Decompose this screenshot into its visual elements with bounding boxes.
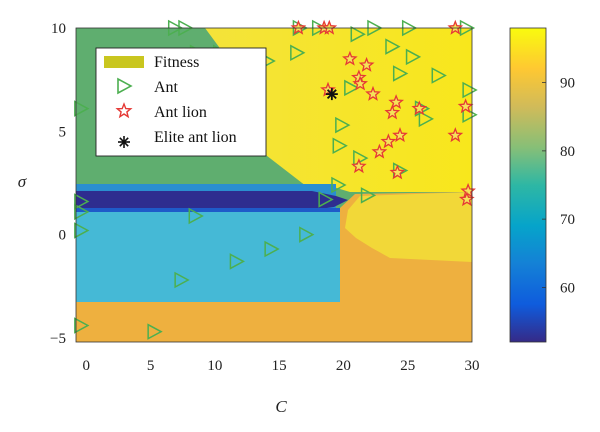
ant-lion-marker: [342, 50, 358, 66]
fitness-region-yellow-lower: [345, 192, 472, 262]
legend-elite-label: Elite ant lion: [154, 129, 237, 146]
ant-marker: [229, 253, 246, 270]
elite-ant-lion-marker: [325, 88, 338, 101]
legend-fitness-swatch: [104, 56, 144, 68]
ant-marker: [74, 317, 90, 334]
ant-marker: [188, 207, 204, 225]
x-tick-labels: 0 5 10 15 20 25 30: [83, 358, 480, 374]
ant-marker: [418, 110, 435, 128]
x-tick-label: 20: [336, 358, 351, 374]
fitness-region-yellow: [205, 28, 472, 192]
y-axis-label: σ: [18, 172, 27, 191]
ant-lion-marker: [380, 133, 397, 149]
ant-lion-marker: [411, 100, 428, 116]
y-tick-labels: 10 5 0 −5: [50, 21, 66, 347]
ant-marker: [392, 65, 409, 82]
ant-marker: [353, 149, 369, 167]
ant-marker: [174, 271, 190, 289]
y-tick-label: 5: [59, 124, 67, 140]
ant-lion-marker: [447, 127, 464, 143]
y-tick-label: 0: [59, 228, 67, 244]
ant-lion-marker: [371, 143, 388, 159]
ant-marker: [350, 25, 366, 43]
colorbar-gradient: [509, 27, 547, 343]
ant-marker: [290, 44, 306, 62]
ant-marker: [299, 226, 315, 243]
ant-lion-marker: [290, 19, 307, 35]
ant-lion-marker: [351, 158, 367, 174]
ant-lion-marker: [352, 75, 369, 91]
x-tick-label: 25: [400, 358, 415, 374]
ant-lion-marker: [457, 98, 474, 114]
legend-ant-label: Ant: [154, 79, 179, 96]
ant-marker: [385, 38, 401, 55]
legend-ant-lion-label: Ant lion: [154, 104, 207, 121]
ant-lion-marker: [392, 127, 408, 143]
colorbar-tick-label: 70: [560, 212, 575, 228]
ant-lion-marker: [389, 164, 406, 180]
ant-marker: [74, 193, 90, 210]
fitness-region-light-blue: [76, 208, 340, 302]
ant-lion-marker: [321, 19, 338, 35]
colorbar-tick-label: 60: [560, 280, 575, 296]
ant-marker: [462, 81, 478, 99]
colorbar: 90 80 70 60: [509, 27, 575, 343]
heatmap: [76, 28, 472, 342]
fitness-region-dark-blue: [76, 191, 348, 210]
legend-star-shape: [115, 102, 133, 119]
legend-elite-marker: [118, 136, 130, 148]
legend-ant-lion-marker: [115, 102, 133, 119]
ant-marker: [74, 203, 90, 221]
ant-marker: [74, 100, 90, 117]
fitness-region-edge: [76, 208, 340, 212]
legend: Fitness Ant Ant lion Elite ant lion: [95, 47, 267, 157]
colorbar-tick-label: 80: [560, 144, 575, 160]
y-tick-label: 10: [51, 21, 66, 37]
ant-lion-marker: [320, 81, 336, 97]
x-tick-label: 5: [147, 358, 155, 374]
ant-lion-marker: [388, 94, 405, 110]
x-tick-label: 10: [207, 358, 222, 374]
ant-marker: [331, 176, 347, 194]
ant-lion-marker: [447, 19, 464, 35]
ant-lion-marker: [460, 182, 476, 198]
ant-marker: [264, 240, 280, 258]
ant-marker: [335, 116, 351, 134]
x-tick-label: 30: [465, 358, 480, 374]
x-tick-label: 15: [272, 358, 287, 374]
ant-marker: [332, 137, 348, 155]
ant-marker: [431, 67, 447, 84]
legend-fitness-label: Fitness: [154, 54, 199, 71]
colorbar-tick-label: 90: [560, 76, 575, 92]
ant-marker: [360, 187, 377, 204]
ant-lion-marker: [365, 85, 381, 101]
ant-marker: [147, 323, 163, 340]
legend-ant-marker: [117, 77, 133, 95]
ant-lion-marker: [458, 191, 475, 207]
ant-marker: [344, 79, 360, 97]
y-tick-label: −5: [50, 331, 66, 347]
ant-marker: [405, 48, 422, 66]
x-tick-label: 0: [83, 358, 91, 374]
plot-frame: [75, 27, 473, 343]
ant-lion-marker: [358, 56, 375, 72]
colorbar-tick-labels: 90 80 70 60: [542, 76, 575, 296]
x-axis-label: C: [275, 397, 287, 416]
ant-marker: [318, 191, 334, 208]
ant-marker: [74, 222, 90, 239]
ant-lion-marker: [384, 104, 401, 120]
